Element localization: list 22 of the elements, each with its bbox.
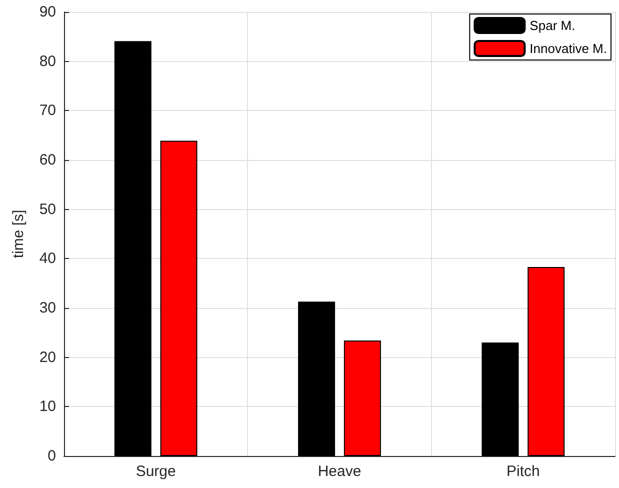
y-tick-label: 50 [39,200,56,218]
bar [298,302,336,456]
bar [344,340,381,456]
y-tick-label: 20 [39,348,56,366]
x-tick-label: Surge [136,463,176,480]
y-tick-label: 0 [48,448,56,464]
y-tick-label: 70 [39,102,56,120]
y-tick-label: 60 [39,152,56,168]
bar [528,267,565,456]
y-axis-title: time [s] [10,210,27,258]
x-tick-label: Pitch [506,463,540,480]
y-tick-label: 80 [39,52,56,70]
bar [482,342,519,456]
x-tick-label: Heave [318,463,362,480]
y-tick-label: 30 [39,300,56,316]
y-tick-label: 40 [39,250,56,268]
bar [114,41,152,456]
legend-label: Spar M. [530,18,576,33]
y-tick-label: 90 [39,4,56,20]
bar [160,140,198,456]
y-tick-label: 10 [39,398,56,416]
legend-label: Innovative M. [530,41,608,56]
